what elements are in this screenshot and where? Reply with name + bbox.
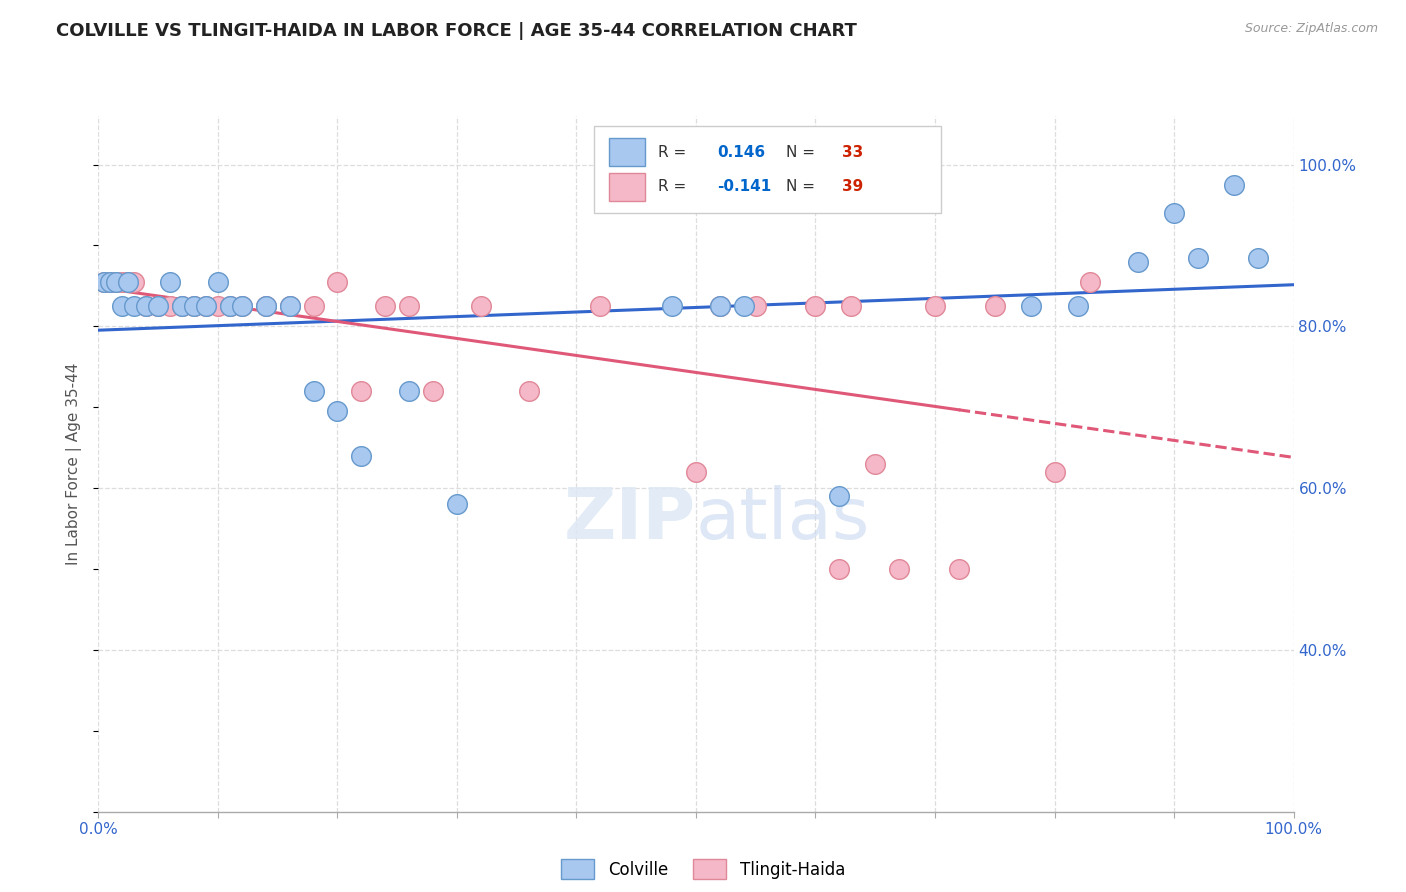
Tlingit-Haida bbox=[194, 299, 218, 313]
Tlingit-Haida bbox=[302, 299, 325, 313]
Colville bbox=[183, 299, 205, 313]
Tlingit-Haida bbox=[685, 465, 707, 479]
Colville bbox=[111, 299, 134, 313]
Tlingit-Haida bbox=[863, 457, 887, 471]
Colville bbox=[1246, 251, 1268, 265]
Colville bbox=[398, 384, 420, 398]
Tlingit-Haida bbox=[709, 299, 731, 313]
Tlingit-Haida bbox=[589, 299, 612, 313]
Text: R =: R = bbox=[658, 179, 690, 194]
Colville bbox=[159, 275, 181, 289]
Colville bbox=[302, 384, 325, 398]
FancyBboxPatch shape bbox=[595, 127, 941, 213]
Text: Source: ZipAtlas.com: Source: ZipAtlas.com bbox=[1244, 22, 1378, 36]
Text: N =: N = bbox=[786, 179, 820, 194]
Text: 39: 39 bbox=[842, 179, 863, 194]
Text: N =: N = bbox=[786, 145, 820, 160]
Tlingit-Haida bbox=[159, 299, 181, 313]
Colville bbox=[709, 299, 731, 313]
Legend: Colville, Tlingit-Haida: Colville, Tlingit-Haida bbox=[561, 859, 845, 880]
Tlingit-Haida bbox=[183, 299, 205, 313]
Text: 0.146: 0.146 bbox=[717, 145, 766, 160]
Colville bbox=[172, 299, 194, 313]
Tlingit-Haida bbox=[470, 299, 492, 313]
Tlingit-Haida bbox=[1080, 275, 1102, 289]
Colville bbox=[148, 299, 170, 313]
Text: ZIP: ZIP bbox=[564, 485, 696, 554]
Text: -0.141: -0.141 bbox=[717, 179, 772, 194]
Colville bbox=[254, 299, 277, 313]
Tlingit-Haida bbox=[841, 299, 863, 313]
Colville bbox=[661, 299, 683, 313]
Colville bbox=[231, 299, 253, 313]
Tlingit-Haida bbox=[1043, 465, 1066, 479]
Colville bbox=[278, 299, 301, 313]
Colville bbox=[828, 489, 851, 503]
Colville bbox=[1163, 206, 1185, 220]
Colville bbox=[1019, 299, 1042, 313]
Tlingit-Haida bbox=[422, 384, 444, 398]
Tlingit-Haida bbox=[350, 384, 373, 398]
Tlingit-Haida bbox=[124, 275, 146, 289]
Tlingit-Haida bbox=[948, 562, 970, 576]
Colville bbox=[93, 275, 115, 289]
Text: COLVILLE VS TLINGIT-HAIDA IN LABOR FORCE | AGE 35-44 CORRELATION CHART: COLVILLE VS TLINGIT-HAIDA IN LABOR FORCE… bbox=[56, 22, 858, 40]
Colville bbox=[194, 299, 218, 313]
Text: R =: R = bbox=[658, 145, 690, 160]
Tlingit-Haida bbox=[93, 275, 115, 289]
Colville bbox=[117, 275, 139, 289]
Text: 33: 33 bbox=[842, 145, 863, 160]
Tlingit-Haida bbox=[98, 275, 122, 289]
Tlingit-Haida bbox=[828, 562, 851, 576]
Colville bbox=[124, 299, 146, 313]
FancyBboxPatch shape bbox=[609, 138, 644, 166]
Tlingit-Haida bbox=[231, 299, 253, 313]
Colville bbox=[326, 404, 349, 418]
Colville bbox=[733, 299, 755, 313]
Colville bbox=[1128, 254, 1150, 268]
Colville bbox=[98, 275, 122, 289]
Tlingit-Haida bbox=[278, 299, 301, 313]
Tlingit-Haida bbox=[804, 299, 827, 313]
Tlingit-Haida bbox=[984, 299, 1007, 313]
Colville bbox=[105, 275, 128, 289]
Tlingit-Haida bbox=[117, 275, 139, 289]
Colville bbox=[1222, 178, 1246, 192]
Tlingit-Haida bbox=[172, 299, 194, 313]
FancyBboxPatch shape bbox=[609, 173, 644, 201]
Tlingit-Haida bbox=[111, 275, 134, 289]
Tlingit-Haida bbox=[889, 562, 911, 576]
Tlingit-Haida bbox=[517, 384, 540, 398]
Tlingit-Haida bbox=[254, 299, 277, 313]
Tlingit-Haida bbox=[745, 299, 768, 313]
Text: atlas: atlas bbox=[696, 485, 870, 554]
Tlingit-Haida bbox=[924, 299, 946, 313]
Tlingit-Haida bbox=[374, 299, 396, 313]
Tlingit-Haida bbox=[219, 299, 242, 313]
Colville bbox=[1067, 299, 1090, 313]
Colville bbox=[1187, 251, 1209, 265]
Tlingit-Haida bbox=[105, 275, 128, 289]
Tlingit-Haida bbox=[398, 299, 420, 313]
Colville bbox=[207, 275, 229, 289]
Colville bbox=[446, 497, 468, 511]
Tlingit-Haida bbox=[326, 275, 349, 289]
Colville bbox=[350, 449, 373, 463]
Tlingit-Haida bbox=[148, 299, 170, 313]
Tlingit-Haida bbox=[207, 299, 229, 313]
Y-axis label: In Labor Force | Age 35-44: In Labor Force | Age 35-44 bbox=[66, 363, 83, 565]
Colville bbox=[219, 299, 242, 313]
Colville bbox=[135, 299, 157, 313]
Tlingit-Haida bbox=[135, 299, 157, 313]
